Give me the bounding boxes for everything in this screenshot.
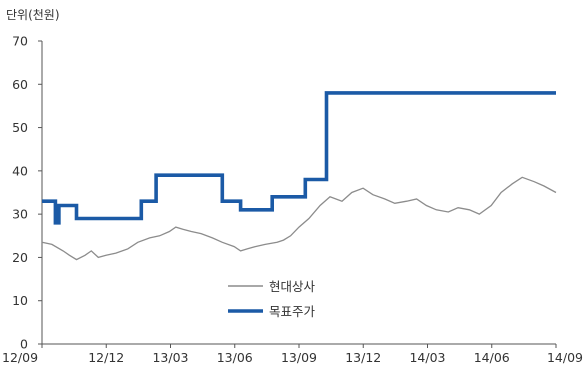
x-tick-label: 14/06 <box>474 350 510 365</box>
series-line-2 <box>42 91 556 225</box>
y-tick-label: 50 <box>12 120 28 135</box>
axes: 0 10 20 30 40 50 60 70 12/09 12/12 13/03 13/06 13/09… <box>2 34 583 366</box>
series-line-1 <box>41 176 557 261</box>
y-tick-label: 10 <box>12 293 28 308</box>
y-tick-label: 0 <box>20 337 28 352</box>
series-layer <box>41 91 557 261</box>
x-tick-label: 14/09 <box>547 350 583 365</box>
y-tick-label: 60 <box>12 77 28 92</box>
y-tick-label: 30 <box>12 207 28 222</box>
x-tick-label: 13/03 <box>152 350 188 365</box>
legend-label-1: 현대상사 <box>269 279 316 294</box>
unit-label: 단위(천원) <box>6 7 60 22</box>
x-tick-label: 14/03 <box>409 350 445 365</box>
y-tick-label: 40 <box>12 163 28 178</box>
legend-label-2: 목표주가 <box>269 304 316 319</box>
x-tick-label: 13/06 <box>217 350 253 365</box>
x-tick-label: 12/09 <box>2 350 38 365</box>
x-tick-label: 13/12 <box>345 350 381 365</box>
y-tick-label: 20 <box>12 250 28 265</box>
x-tick-label: 13/09 <box>281 350 317 365</box>
y-tick-label: 70 <box>12 34 28 49</box>
x-tick-label: 12/12 <box>88 350 124 365</box>
